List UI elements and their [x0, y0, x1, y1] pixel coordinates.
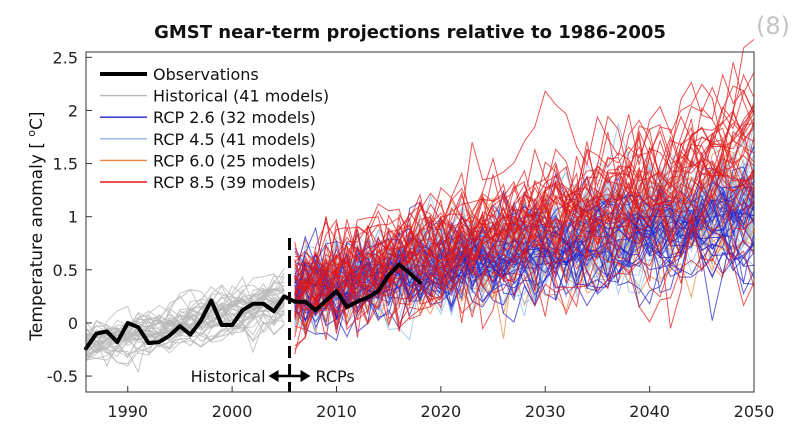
y-tick-label: 0.5 [53, 261, 78, 280]
model-line-historical [85, 302, 285, 365]
x-ticks: 1990 2000 2010 2020 2030 2040 2050 [107, 386, 774, 421]
panel-label: (8) [756, 12, 790, 40]
x-tick-label: 2020 [421, 402, 462, 421]
y-tick-label: 1 [68, 208, 78, 227]
legend-background [94, 59, 344, 196]
y-tick-label: -0.5 [47, 367, 78, 386]
model-line-historical [85, 297, 285, 359]
x-tick-label: 1990 [107, 402, 148, 421]
model-line-historical [85, 268, 285, 343]
model-line-historical [85, 321, 285, 361]
legend-label-rcp26: RCP 2.6 (32 models) [153, 108, 316, 127]
y-tick-label: 0 [68, 314, 78, 333]
model-line-rcp85 [294, 123, 755, 301]
x-tick-label: 2030 [525, 402, 566, 421]
legend-label-rcp60: RCP 6.0 (25 models) [153, 151, 316, 170]
arrow-right-icon [300, 370, 311, 382]
y-axis-label: Temperature anomaly [ oC] [25, 111, 47, 341]
model-line-historical [85, 285, 285, 337]
series-rcp85 [294, 39, 755, 355]
historical-annotation: Historical [191, 367, 266, 386]
legend-label-rcp85: RCP 8.5 (39 models) [153, 173, 316, 192]
legend: Observations Historical (41 models) RCP 2.… [94, 59, 344, 196]
y-tick-label: 1.5 [53, 155, 78, 174]
model-line-rcp85 [294, 108, 755, 321]
y-axis-label-prefix: Temperature anomaly [ [27, 137, 47, 342]
model-line-rcp85 [294, 105, 755, 302]
legend-label-rcp45: RCP 4.5 (41 models) [153, 130, 316, 149]
legend-label-historical: Historical (41 models) [153, 87, 329, 106]
model-line-rcp85 [294, 111, 755, 305]
y-axis-label-superscript: o [25, 130, 38, 137]
chart-title: GMST near-term projections relative to 1… [154, 22, 666, 43]
observations-line [84, 262, 422, 351]
plot-frame [85, 51, 755, 393]
x-tick-label: 2050 [734, 402, 775, 421]
model-line-rcp85 [294, 232, 755, 327]
observations-layer [84, 262, 422, 351]
x-tick-label: 2010 [316, 402, 357, 421]
legend-items: Observations Historical (41 models) RCP 2.… [100, 65, 329, 192]
legend-label-observations: Observations [153, 65, 259, 84]
model-line-rcp85 [294, 170, 755, 350]
series-layer [85, 39, 755, 374]
plot-area [84, 39, 755, 393]
x-tick-label: 2000 [212, 402, 253, 421]
arrow-left-icon [268, 370, 279, 382]
x-tick-label: 2040 [629, 402, 670, 421]
y-tick-label: 2.5 [53, 48, 78, 67]
model-line-rcp85 [294, 169, 755, 331]
split-annotation: Historical RCPs [191, 367, 355, 386]
rcps-annotation: RCPs [316, 367, 355, 386]
model-line-rcp85 [294, 147, 755, 331]
y-tick-label: 2 [68, 101, 78, 120]
y-axis-label-suffix: C] [27, 111, 47, 130]
y-ticks: -0.5 0 0.5 1 1.5 2 2.5 [47, 48, 92, 386]
model-line-rcp85 [294, 169, 755, 291]
model-line-historical [85, 288, 285, 347]
model-line-historical [85, 280, 285, 339]
model-line-rcp85 [294, 72, 755, 318]
